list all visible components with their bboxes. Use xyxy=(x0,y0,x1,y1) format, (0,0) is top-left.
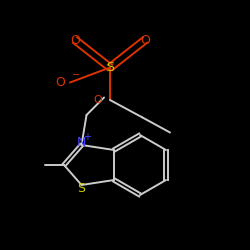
Text: O: O xyxy=(94,95,102,105)
Text: +: + xyxy=(83,132,91,141)
Text: O: O xyxy=(140,34,150,46)
Text: O: O xyxy=(55,76,65,89)
Text: S: S xyxy=(78,182,86,194)
Text: N: N xyxy=(77,136,86,148)
Text: O: O xyxy=(70,34,80,46)
Text: S: S xyxy=(106,61,114,74)
Text: −: − xyxy=(72,70,80,80)
